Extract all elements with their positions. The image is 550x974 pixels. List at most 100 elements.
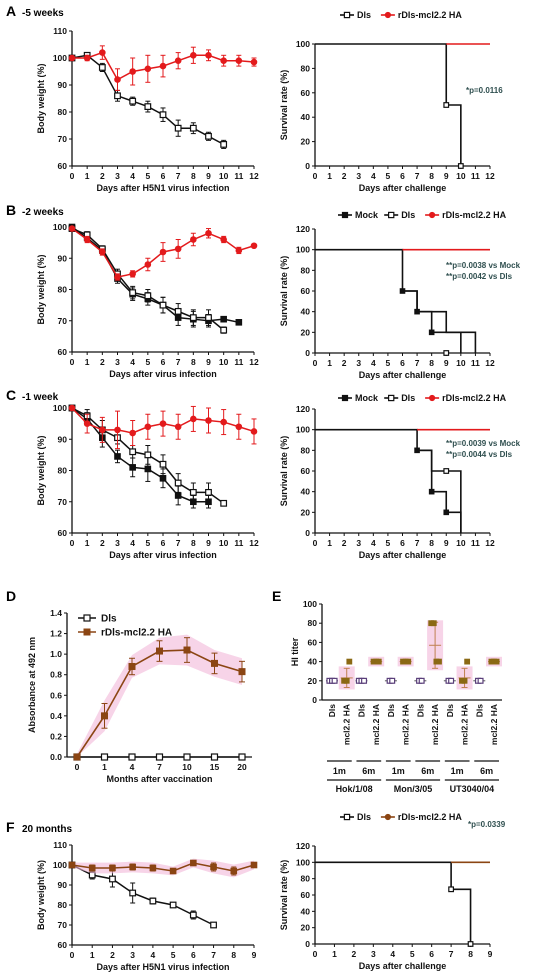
d-absorbance-x-tick-label: 15 bbox=[210, 762, 220, 772]
a-weight-y-tick-label: 60 bbox=[58, 161, 68, 171]
a-weight-data-point bbox=[174, 57, 182, 65]
f-weight-y-tick-label: 70 bbox=[58, 920, 68, 930]
e-hi-data-point bbox=[493, 658, 500, 665]
e-hi-x-tick-label: mcl2.2 HA bbox=[401, 704, 411, 745]
b-weight-data-point bbox=[83, 236, 91, 243]
c-survival-legend-marker bbox=[429, 394, 436, 402]
e-hi-y-tick-label: 100 bbox=[303, 599, 317, 609]
a-weight-x-tick-label: 3 bbox=[115, 171, 120, 181]
f-weight-x-tick-label: 8 bbox=[231, 950, 236, 960]
c-survival-survival-point bbox=[428, 488, 435, 495]
f-survival-y-tick-label: 120 bbox=[296, 841, 310, 851]
d-absorbance-data-point bbox=[128, 662, 136, 670]
a-weight-y-tick-label: 80 bbox=[58, 107, 68, 117]
a-weight-x-tick-label: 0 bbox=[70, 171, 75, 181]
e-hi-x-tick-label: Dls bbox=[415, 704, 425, 718]
e-hi-x-tick-label: mcl2.2 HA bbox=[342, 704, 352, 745]
f-survival-x-tick-label: 4 bbox=[390, 949, 395, 959]
c-weight-data-point bbox=[190, 415, 197, 423]
a-weight-data-point bbox=[250, 58, 258, 66]
f-survival-x-tick-label: 1 bbox=[332, 949, 337, 959]
a-weight-data-point bbox=[144, 65, 152, 73]
b-weight-data-point bbox=[220, 326, 228, 334]
b-survival-legend-marker bbox=[388, 211, 395, 219]
d-absorbance-x-tick-label: 7 bbox=[157, 762, 162, 772]
b-weight-x-tick-label: 10 bbox=[219, 357, 229, 367]
f-weight-x-tick-label: 6 bbox=[191, 950, 196, 960]
c-weight-x-tick-label: 0 bbox=[70, 538, 75, 548]
b-survival-annotation: **p=0.0038 vs Mock bbox=[446, 261, 521, 270]
b-weight-data-point bbox=[174, 307, 182, 315]
a-weight-x-tick-label: 8 bbox=[191, 171, 196, 181]
e-hi-data-point bbox=[389, 677, 396, 684]
c-weight-x-tick-label: 10 bbox=[219, 538, 229, 548]
panel-subtitle-a: -5 weeks bbox=[22, 8, 64, 19]
a-survival-x-tick-label: 3 bbox=[356, 171, 361, 181]
a-weight-x-tick-label: 4 bbox=[130, 171, 135, 181]
f-survival-y-tick-label: 80 bbox=[301, 874, 311, 884]
c-survival-y-tick-label: 60 bbox=[301, 466, 311, 476]
c-weight-data-point bbox=[174, 492, 182, 499]
c-survival-x-tick-label: 12 bbox=[485, 538, 495, 548]
f-survival-x-axis-title: Days after challenge bbox=[359, 961, 447, 971]
a-weight-y-tick-label: 90 bbox=[58, 80, 68, 90]
c-survival-series-line bbox=[315, 428, 462, 533]
c-weight-y-tick-label: 70 bbox=[58, 497, 68, 507]
a-weight-x-tick-label: 11 bbox=[234, 171, 243, 181]
c-survival-y-tick-label: 0 bbox=[305, 528, 310, 538]
c-survival-x-tick-label: 11 bbox=[471, 538, 480, 548]
b-survival-legend-marker bbox=[429, 211, 436, 219]
c-survival-legend-marker bbox=[341, 394, 349, 402]
d-absorbance-y-tick-label: 0.6 bbox=[50, 690, 62, 700]
e-hi-data-point bbox=[361, 677, 368, 684]
e-hi-timepoint-label: 6m bbox=[421, 766, 434, 776]
f-survival-x-tick-label: 6 bbox=[429, 949, 434, 959]
a-weight-x-tick-label: 2 bbox=[100, 171, 105, 181]
d-absorbance-x-tick-label: 4 bbox=[130, 762, 135, 772]
d-absorbance-y-tick-label: 0.8 bbox=[50, 670, 62, 680]
b-survival-x-tick-label: 5 bbox=[386, 358, 391, 368]
d-absorbance-error-band bbox=[77, 634, 242, 757]
e-hi-data-point bbox=[405, 658, 412, 665]
a-survival-x-tick-label: 8 bbox=[429, 171, 434, 181]
a-survival-legend-marker bbox=[384, 11, 391, 19]
c-weight-x-tick-label: 9 bbox=[206, 538, 211, 548]
a-survival-survival-point bbox=[443, 102, 450, 108]
d-absorbance-legend-label: rDls-mcl2.2 HA bbox=[101, 628, 172, 639]
c-survival-legend-label: Mock bbox=[355, 393, 379, 403]
c-weight-x-tick-label: 7 bbox=[176, 538, 181, 548]
b-weight-x-tick-label: 9 bbox=[206, 357, 211, 367]
c-weight-data-point bbox=[144, 423, 152, 431]
c-weight-data-point bbox=[220, 499, 228, 507]
c-survival-y-axis-title: Survival rate (%) bbox=[279, 436, 289, 507]
a-survival-y-tick-label: 0 bbox=[305, 161, 310, 171]
b-survival-y-tick-label: 100 bbox=[296, 245, 310, 255]
b-weight-data-point bbox=[220, 315, 227, 323]
e-hi-y-tick-label: 0 bbox=[312, 695, 317, 705]
a-survival-x-tick-label: 11 bbox=[471, 171, 480, 181]
f-survival-y-axis-title: Survival rate (%) bbox=[279, 860, 289, 931]
b-weight-data-point bbox=[235, 247, 243, 254]
panel-label-f: F bbox=[6, 819, 15, 835]
c-weight-x-tick-label: 5 bbox=[145, 538, 150, 548]
e-hi-x-tick-label: Dls bbox=[327, 704, 337, 718]
e-hi-strain-label: UT3040/04 bbox=[450, 784, 495, 794]
b-weight-x-tick-label: 12 bbox=[249, 357, 259, 367]
a-weight-data-point bbox=[99, 49, 106, 56]
e-hi-data-point bbox=[331, 677, 338, 684]
c-weight-data-point bbox=[250, 428, 258, 435]
c-weight-data-point bbox=[68, 404, 76, 412]
c-weight-data-point bbox=[114, 426, 121, 434]
f-weight-y-tick-label: 110 bbox=[53, 840, 67, 850]
b-weight-data-point bbox=[144, 261, 152, 268]
a-weight-data-point bbox=[190, 52, 197, 59]
b-weight-data-point bbox=[189, 314, 197, 322]
d-absorbance-y-tick-label: 0.2 bbox=[50, 731, 62, 741]
d-absorbance-x-axis-title: Months after vaccination bbox=[106, 774, 212, 784]
a-weight-data-point bbox=[159, 111, 167, 119]
f-weight-data-point bbox=[68, 861, 76, 869]
c-survival-survival-point bbox=[443, 468, 450, 474]
b-weight-x-tick-label: 2 bbox=[100, 357, 105, 367]
e-hi-x-tick-label: mcl2.2 HA bbox=[371, 704, 381, 745]
